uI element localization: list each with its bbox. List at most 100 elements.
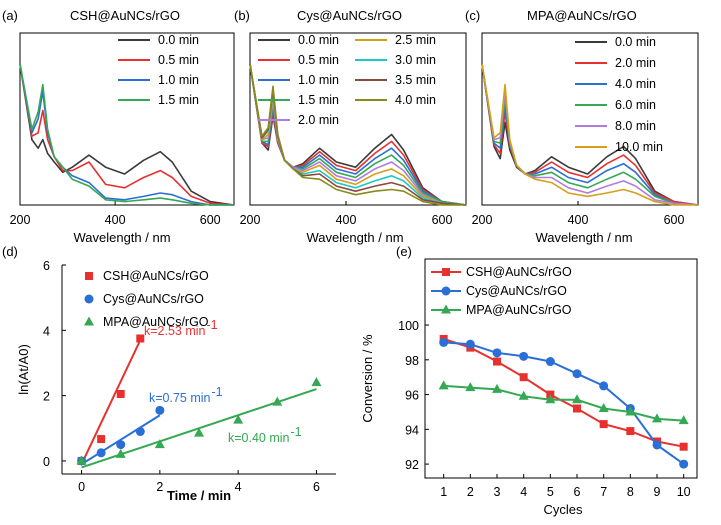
rate-constant-label: k=0.40 min [228,431,290,445]
y-tick-label: 6 [43,259,50,273]
series-line [443,341,685,465]
x-tick-label: 400 [105,213,126,227]
data-point [311,377,322,387]
x-tick-label: 1 [440,485,447,499]
data-point [572,394,582,404]
y-tick-label: 94 [405,423,419,437]
panel-title: MPA@AuNCs/rGO [527,8,637,23]
legend-entry: 10.0 min [615,140,663,154]
legend-entry: 1.5 min [158,93,199,107]
x-tick-label: 4 [235,480,242,494]
y-tick-label: 100 [398,319,419,333]
panel-label: (b) [234,8,250,23]
fit-line [81,414,161,466]
legend-entry: 1.0 min [158,73,199,87]
x-axis-label: Cycles [543,502,583,517]
x-tick-label: 8 [627,485,634,499]
y-tick-label: 4 [43,324,50,338]
recycling-panel: (e) 1 2 3 4 5 6 7 8 9 10 92 94 96 98 100 Cycles Conversio… [360,244,698,517]
data-point [136,334,145,343]
spectrum-panel-1: (b) Cys@AuNCs/rGO 200 400 600 Wavelength / nm… [234,8,467,245]
legend-entry: 1.0 min [298,73,339,87]
data-point [233,414,244,424]
panel-title: CSH@AuNCs/rGO [70,8,180,23]
spectrum-line [19,63,234,206]
x-tick-label: 600 [200,213,221,227]
data-point [438,380,449,390]
legend-marker [441,304,451,314]
data-point [76,455,87,465]
y-axis-label: Conversion / % [360,334,375,423]
y-tick-label: 98 [405,354,419,368]
data-point [465,382,476,392]
data-point [154,439,165,449]
spectrum-panel-2: (c) MPA@AuNCs/rGO 200 400 600 Wavelength / nm… [465,8,699,245]
y-tick-label: 92 [405,458,419,472]
legend-marker [84,294,94,304]
x-tick-label: 200 [472,213,493,227]
spectrum-line [481,63,699,206]
spectrum-line [481,63,699,206]
x-tick-label: 6 [574,485,581,499]
spectrum-line [481,63,699,206]
panel-title: Cys@AuNCs/rGO [297,8,402,23]
spectrum-panel-0: (a) CSH@AuNCs/rGO 200 400 600 Wavelength / nm… [2,8,235,245]
data-point [626,427,635,436]
data-point [545,394,556,404]
x-tick-label: 5 [547,485,554,499]
data-point [439,337,449,347]
legend-entry: 4.0 min [395,93,436,107]
rate-unit-superscript: -1 [212,385,223,399]
x-axis-label: Time / min [167,488,231,503]
data-point [679,442,688,451]
spectrum-line [19,63,235,206]
rate-unit-superscript: -1 [291,425,302,439]
legend-entry: 0.5 min [298,53,339,67]
spectrum-line [19,63,235,206]
x-tick-label: 2 [156,480,163,494]
plot-frame [424,258,698,479]
data-point [96,448,106,458]
data-point [599,420,608,429]
fit-line [80,339,142,465]
legend-entry: 8.0 min [615,119,656,133]
spectrum-line [481,63,699,206]
data-point [194,427,204,437]
data-point [155,405,165,415]
data-point [116,389,125,398]
legend-entry: 0.0 min [615,35,656,49]
x-tick-label: 200 [10,213,31,227]
x-tick-label: 400 [336,213,357,227]
data-point [625,406,636,416]
x-axis-label: Wavelength / nm [73,230,170,245]
x-tick-label: 6 [313,480,320,494]
legend-entry: 6.0 min [615,98,656,112]
x-tick-label: 600 [664,213,685,227]
x-tick-label: 3 [494,485,501,499]
spectrum-line [481,63,698,206]
x-tick-label: 600 [432,213,453,227]
plot-frame [481,32,699,206]
legend-entry: Cys@AuNCs/rGO [466,284,567,298]
legend-marker [441,286,451,296]
legend-entry: 0.0 min [298,33,339,47]
y-tick-label: 2 [43,390,50,404]
data-point [519,351,529,361]
rate-unit-superscript: -1 [207,318,218,332]
x-tick-label: 2 [467,485,474,499]
data-point [679,459,689,469]
legend-marker [85,272,93,280]
y-tick-label: 0 [43,455,50,469]
plot-frame [19,32,235,206]
spectrum-line [481,63,699,206]
legend-entry: 2.0 min [298,113,339,127]
legend-entry: CSH@AuNCs/rGO [466,265,572,279]
kinetics-panel: (d) 0 2 4 6 0 2 4 6 Time / min ln(At/A0) CSH@AuNCs/… [2,244,336,503]
x-tick-label: 4 [520,485,527,499]
y-axis-label: ln(At/A0) [16,344,31,395]
panel-label: (c) [465,8,480,23]
legend-entry: 0.0 min [158,33,199,47]
panel-label: (d) [2,244,18,259]
data-point [598,402,609,412]
